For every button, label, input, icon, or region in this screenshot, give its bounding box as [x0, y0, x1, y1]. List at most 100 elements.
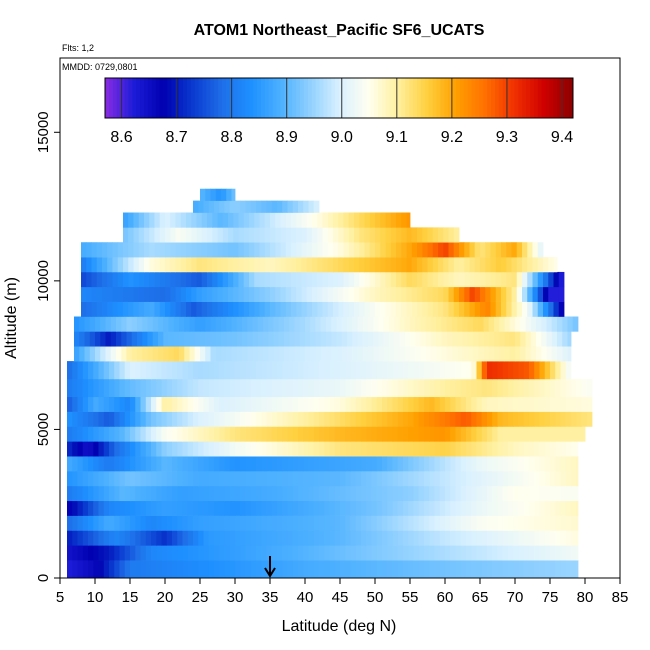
heatmap-cell: [256, 396, 262, 412]
heatmap-cell: [387, 456, 393, 472]
heatmap-cell: [116, 331, 122, 347]
heatmap-cell: [481, 545, 488, 561]
heatmap-cell: [364, 227, 371, 243]
heatmap-cell: [275, 257, 281, 273]
heatmap-cell: [154, 257, 161, 273]
heatmap-cell: [368, 346, 374, 362]
heatmap-cell: [296, 301, 302, 317]
heatmap-cell: [376, 515, 383, 531]
heatmap-cell: [555, 471, 561, 487]
heatmap-cell: [471, 530, 477, 546]
heatmap-cell: [324, 485, 330, 502]
heatmap-cell: [543, 286, 549, 302]
heatmap-cell: [364, 242, 371, 258]
heatmap-cell: [382, 485, 388, 502]
heatmap-cell: [121, 331, 127, 347]
heatmap-cell: [308, 441, 315, 457]
heatmap-cell: [551, 331, 558, 347]
heatmap-cell: [133, 257, 140, 273]
heatmap-cell: [212, 242, 218, 258]
heatmap-cell: [156, 456, 162, 472]
heatmap-cell: [214, 378, 220, 398]
heatmap-cell: [560, 471, 567, 487]
flights-note: Flts: 1,2: [62, 43, 94, 53]
heatmap-cell: [198, 485, 204, 502]
heatmap-cell: [313, 396, 320, 412]
heatmap-cell: [114, 515, 120, 531]
heatmap-cell: [109, 411, 115, 427]
heatmap-cell: [72, 485, 78, 502]
heatmap-cell: [140, 378, 147, 398]
heatmap-cell: [324, 456, 330, 472]
heatmap-cell: [343, 227, 350, 243]
heatmap-cell: [413, 545, 420, 561]
colorbar-swatch: [120, 78, 125, 118]
heatmap-cell: [371, 396, 378, 412]
colorbar-swatch: [268, 78, 274, 118]
heatmap-cell: [303, 560, 309, 579]
heatmap-cell: [543, 271, 549, 288]
heatmap-cell: [348, 242, 355, 258]
heatmap-cell: [275, 227, 281, 243]
colorbar-swatch: [241, 78, 246, 118]
heatmap-cell: [257, 316, 264, 332]
heatmap-cell: [182, 396, 189, 412]
colorbar-swatch: [362, 78, 367, 118]
heatmap-cell: [364, 301, 371, 317]
heatmap-cell: [82, 411, 89, 427]
heatmap-cell: [88, 441, 94, 457]
heatmap-cell: [140, 426, 147, 442]
heatmap-cell: [504, 316, 511, 332]
heatmap-cell: [469, 257, 476, 273]
heatmap-cell: [315, 346, 322, 362]
heatmap-cell: [466, 441, 472, 457]
heatmap-cell: [453, 286, 460, 302]
heatmap-cell: [266, 471, 273, 487]
heatmap-cell: [313, 500, 320, 516]
colorbar-swatch: [183, 78, 188, 118]
heatmap-cell: [212, 271, 218, 288]
heatmap-cell: [261, 411, 267, 427]
heatmap-cell: [460, 485, 467, 502]
heatmap-cell: [229, 530, 236, 546]
heatmap-cell: [471, 426, 477, 442]
heatmap-cell: [270, 212, 276, 228]
heatmap-cell: [550, 500, 556, 516]
heatmap-cell: [476, 560, 483, 579]
heatmap-cell: [553, 301, 560, 317]
heatmap-cell: [560, 378, 567, 398]
x-tick-label: 15: [122, 589, 139, 606]
heatmap-cell: [165, 286, 171, 302]
heatmap-cell: [145, 456, 152, 472]
heatmap-cell: [156, 545, 162, 561]
heatmap-cell: [86, 271, 92, 288]
heatmap-cell: [481, 361, 488, 380]
heatmap-cell: [319, 456, 325, 472]
heatmap-cell: [389, 316, 395, 332]
heatmap-cell: [284, 346, 290, 362]
heatmap-cell: [124, 471, 131, 487]
heatmap-cell: [224, 200, 231, 213]
heatmap-cell: [366, 426, 372, 442]
heatmap-cell: [501, 257, 507, 273]
heatmap-cell: [135, 396, 141, 412]
heatmap-cell: [376, 361, 383, 380]
colorbar-swatch: [565, 78, 570, 118]
heatmap-cell: [103, 485, 110, 502]
heatmap-cell: [306, 227, 313, 243]
heatmap-cell: [250, 200, 257, 213]
heatmap-cell: [105, 316, 112, 332]
heatmap-cell: [93, 530, 99, 546]
heatmap-cell: [333, 301, 339, 317]
heatmap-cell: [119, 515, 126, 531]
heatmap-cell: [513, 456, 519, 472]
heatmap-cell: [313, 485, 320, 502]
heatmap-cell: [499, 346, 505, 362]
heatmap-cell: [527, 242, 533, 258]
colorbar-swatch: [463, 78, 469, 118]
heatmap-cell: [250, 361, 257, 380]
heatmap-cell: [298, 500, 304, 516]
heatmap-cell: [401, 286, 407, 302]
colorbar-swatch: [245, 78, 250, 118]
heatmap-cell: [235, 456, 241, 472]
